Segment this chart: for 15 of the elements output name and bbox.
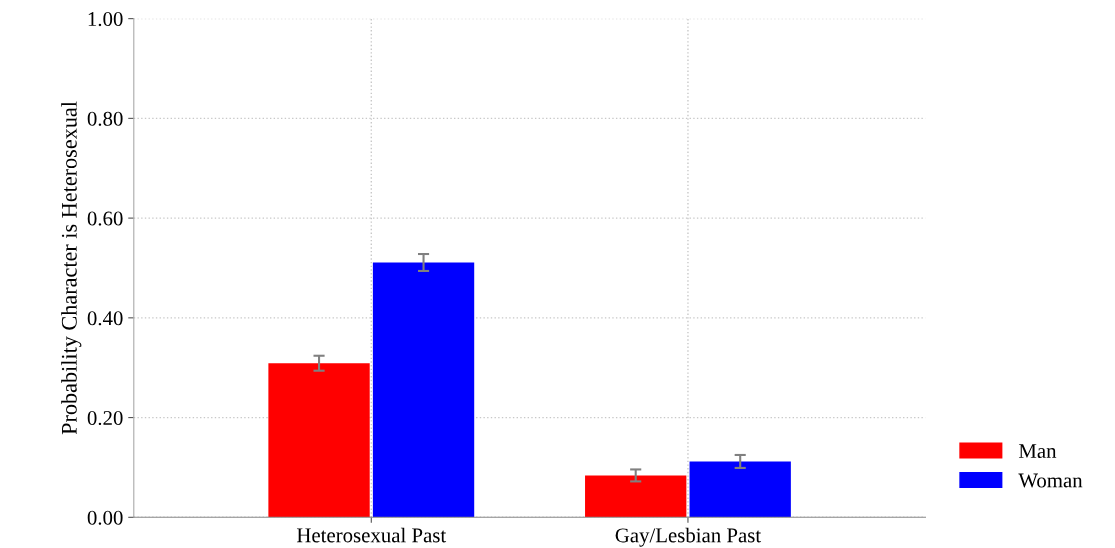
bar	[585, 475, 687, 518]
legend-label: Man	[1018, 444, 1057, 458]
bar	[372, 262, 475, 518]
y-axis-title: Probability Character is Heterosexual	[61, 101, 82, 435]
bar	[268, 363, 370, 518]
y-tick-label: 0.80	[87, 111, 123, 126]
bar	[689, 461, 791, 518]
x-tick-label: Heterosexual Past	[296, 527, 447, 543]
y-tick-label: 0.20	[87, 410, 123, 426]
legend-label: Woman	[1018, 473, 1083, 488]
y-tick-label: 0.60	[87, 211, 123, 226]
y-tick-label: 0.00	[87, 510, 123, 525]
y-tick-label: 1.00	[88, 12, 123, 27]
x-tick-label: Gay/Lesbian Past	[615, 527, 762, 547]
y-tick-label: 0.40	[87, 311, 123, 326]
